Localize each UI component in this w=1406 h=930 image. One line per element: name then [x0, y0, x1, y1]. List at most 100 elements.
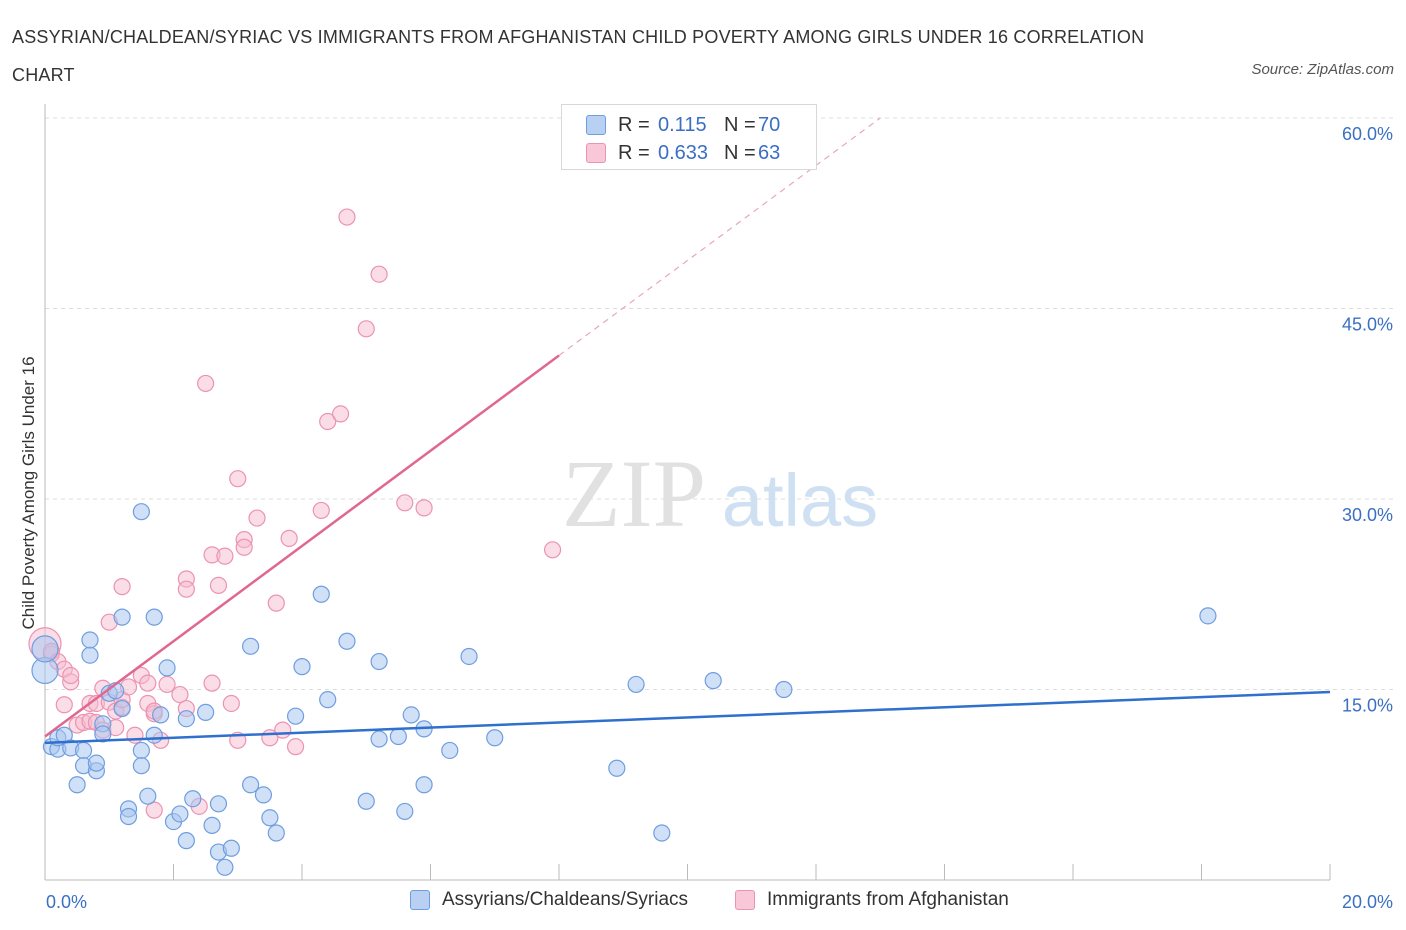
data-point-afghanistan	[55, 696, 73, 714]
y-tick-label: 45.0%	[1342, 315, 1393, 335]
stats-legend: R = 0.115 N = 70 R = 0.633 N = 63	[561, 104, 817, 170]
trend-line-afghanistan	[44, 354, 560, 738]
legend-r-value: 0.633	[658, 141, 709, 164]
legend-n-value: 70	[758, 113, 781, 136]
data-point-afghanistan	[319, 412, 337, 431]
data-point-afghanistan	[139, 674, 157, 692]
data-point-assyrian	[132, 741, 150, 760]
data-point-afghanistan	[126, 726, 144, 744]
data-point-afghanistan	[248, 509, 266, 527]
data-point-assyrian	[338, 632, 356, 650]
legend-swatch-blue	[586, 115, 606, 135]
data-point-assyrian	[441, 741, 459, 760]
data-point-assyrian	[370, 652, 388, 671]
data-point-assyrian	[113, 699, 131, 718]
data-point-assyrian	[177, 832, 195, 850]
data-point-afghanistan	[543, 541, 562, 559]
data-point-assyrian	[653, 824, 671, 842]
data-point-afghanistan	[415, 499, 433, 517]
data-point-assyrian	[254, 786, 273, 804]
y-tick-label: 60.0%	[1342, 124, 1393, 144]
tick-labels: 15.0% 30.0% 45.0% 60.0% 0.0% 20.0%	[46, 124, 1393, 912]
data-point-assyrian	[68, 776, 86, 794]
data-point-assyrian	[132, 503, 150, 521]
data-point-afghanistan	[216, 547, 234, 565]
data-point-assyrian	[171, 805, 189, 823]
legend-item-assyrian[interactable]: Assyrians/Chaldeans/Syriacs	[410, 889, 688, 911]
data-point-afghanistan	[62, 666, 80, 685]
data-point-assyrian	[370, 730, 388, 748]
legend-row-assyrian: R = 0.115 N = 70	[586, 113, 780, 137]
y-tick-label: 30.0%	[1342, 505, 1393, 525]
grid-layer	[45, 117, 1394, 690]
y-axis-label: Child Poverty Among Girls Under 16	[19, 356, 38, 629]
data-point-assyrian	[312, 585, 330, 603]
data-point-afghanistan	[145, 801, 163, 819]
data-point-assyrian	[216, 858, 234, 876]
data-point-assyrian	[81, 646, 99, 664]
data-point-afghanistan	[197, 374, 215, 393]
series-legend: Assyrians/Chaldeans/Syriacs Immigrants f…	[0, 889, 1406, 915]
data-point-assyrian	[94, 725, 112, 743]
data-point-assyrian	[145, 608, 163, 626]
data-point-afghanistan	[396, 494, 414, 512]
data-point-assyrian	[158, 659, 176, 677]
data-point-assyrian	[177, 710, 195, 728]
trend-lines	[44, 117, 1331, 745]
data-point-assyrian	[119, 807, 138, 826]
legend-n-label: N =	[724, 141, 756, 164]
legend-r-label: R =	[618, 141, 650, 164]
legend-r-value: 0.115	[658, 113, 707, 136]
data-point-assyrian	[775, 680, 793, 699]
data-point-assyrian	[145, 726, 163, 744]
data-point-afghanistan	[222, 694, 240, 713]
data-point-assyrian	[203, 816, 221, 834]
legend-swatch-blue	[410, 890, 430, 910]
data-point-assyrian	[267, 824, 285, 842]
legend-swatch-pink	[586, 143, 606, 163]
data-point-assyrian	[1199, 607, 1217, 625]
data-point-afghanistan	[312, 501, 330, 520]
data-point-afghanistan	[267, 594, 285, 612]
data-point-assyrian	[396, 802, 414, 821]
legend-swatch-pink	[735, 890, 755, 910]
data-point-afghanistan	[229, 470, 247, 488]
data-point-assyrian	[704, 672, 722, 690]
data-point-afghanistan	[331, 405, 350, 423]
data-point-assyrian	[132, 757, 150, 775]
data-point-assyrian	[415, 776, 433, 794]
data-point-assyrian	[81, 631, 99, 649]
data-point-assyrian	[286, 707, 305, 725]
data-point-assyrian	[87, 754, 106, 772]
data-point-assyrian	[242, 637, 260, 655]
data-point-afghanistan	[177, 580, 195, 598]
data-point-afghanistan	[338, 208, 356, 226]
data-point-afghanistan	[203, 674, 221, 692]
legend-item-afghanistan[interactable]: Immigrants from Afghanistan	[735, 889, 1009, 911]
data-point-assyrian	[608, 759, 626, 777]
legend-n-value: 63	[758, 141, 781, 164]
data-point-assyrian	[113, 608, 131, 626]
data-point-assyrian	[74, 741, 93, 760]
source-label: Source: ZipAtlas.com	[1251, 61, 1394, 78]
data-point-assyrian	[293, 658, 311, 676]
data-point-assyrian	[460, 647, 478, 666]
data-point-afghanistan	[280, 529, 298, 547]
data-point-assyrian	[152, 706, 170, 724]
data-point-assyrian	[184, 790, 202, 808]
data-point-assyrian	[261, 809, 279, 827]
legend-n-label: N =	[724, 113, 756, 136]
data-point-assyrian	[319, 691, 337, 709]
legend-row-afghanistan: R = 0.633 N = 63	[586, 141, 780, 165]
watermark-atlas: atlas	[722, 459, 878, 542]
legend-label-assyrian: Assyrians/Chaldeans/Syriacs	[442, 889, 689, 910]
data-point-assyrian	[197, 703, 215, 721]
legend-r-label: R =	[618, 113, 650, 136]
data-point-afghanistan	[370, 265, 388, 283]
data-point-assyrian	[389, 727, 407, 746]
data-point-assyrian	[486, 729, 504, 747]
data-point-afghanistan	[113, 578, 131, 596]
data-point-afghanistan	[274, 721, 292, 739]
x-tick-label-max: 20.0%	[1342, 892, 1393, 912]
